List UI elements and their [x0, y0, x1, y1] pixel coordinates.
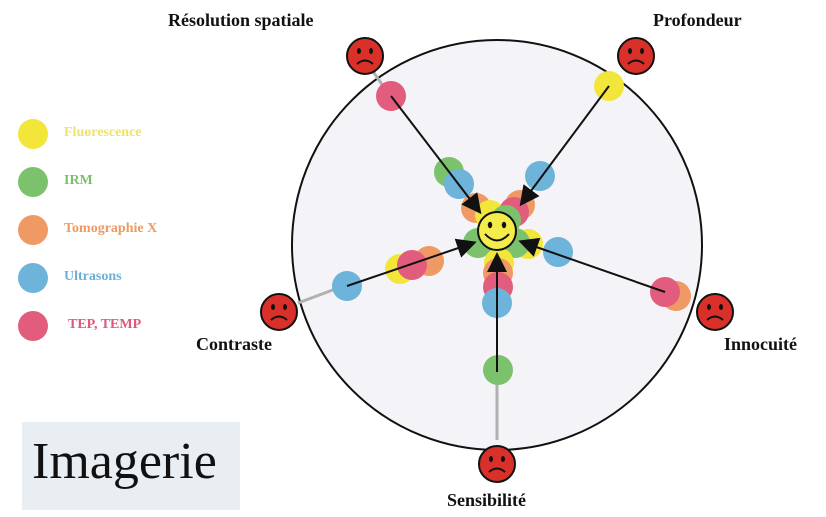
legend-item-irm: IRM — [18, 163, 218, 211]
point-ultrasons-innocuite — [543, 237, 573, 267]
frown-face-icon-innocuite — [696, 293, 734, 331]
frown-face-icon-contraste — [260, 293, 298, 331]
title-box: Imagerie — [22, 422, 240, 510]
legend: Fluorescence IRM Tomographie X Ultrasons… — [18, 115, 218, 355]
legend-label: Fluorescence — [64, 125, 142, 140]
legend-label: Ultrasons — [64, 269, 122, 284]
legend-dot-tomographie — [18, 215, 48, 245]
legend-item-ultrasons: Ultrasons — [18, 259, 218, 307]
legend-item-tomographie: Tomographie X — [18, 211, 218, 259]
legend-dot-irm — [18, 167, 48, 197]
arrow-resolution — [390, 95, 482, 215]
smiley-icon — [477, 211, 517, 251]
arrow-profondeur — [519, 85, 610, 207]
page-title: Imagerie — [32, 433, 217, 490]
legend-label: IRM — [64, 173, 93, 188]
frown-face-icon-profondeur — [617, 37, 655, 75]
legend-item-fluorescence: Fluorescence — [18, 115, 218, 163]
legend-dot-ultrasons — [18, 263, 48, 293]
legend-item-tep: TEP, TEMP — [18, 307, 218, 355]
axis-label-innocuite: Innocuité — [724, 334, 798, 354]
axis-label-resolution: Résolution spatiale — [168, 10, 314, 30]
legend-label: TEP, TEMP — [68, 317, 142, 332]
frown-face-icon-resolution — [346, 37, 384, 75]
axis-label-profondeur: Profondeur — [653, 10, 742, 30]
legend-dot-tep — [18, 311, 48, 341]
point-tep-contraste — [397, 250, 427, 280]
arrow-innocuite — [518, 237, 666, 293]
axis-label-sensibilite: Sensibilité — [447, 490, 527, 510]
legend-label: Tomographie X — [64, 221, 158, 236]
axis-label-contraste: Contraste — [196, 334, 272, 354]
arrow-contraste — [346, 238, 477, 287]
frown-face-icon-sensibilite — [478, 445, 516, 483]
legend-dot-fluorescence — [18, 119, 48, 149]
